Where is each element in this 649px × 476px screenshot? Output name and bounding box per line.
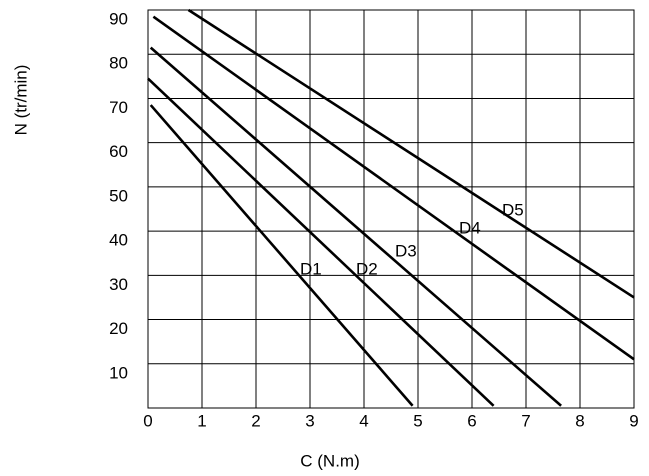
x-tick-label: 6	[467, 411, 476, 430]
x-tick-label: 5	[413, 411, 422, 430]
series-line	[149, 104, 414, 407]
series-line	[187, 8, 635, 299]
y-tick-label: 10	[109, 363, 128, 382]
x-tick-label: 4	[359, 411, 368, 430]
series-label: D2	[356, 259, 378, 278]
y-tick-label: 40	[109, 231, 128, 250]
y-tick-label: 90	[109, 9, 128, 28]
y-tick-label: 30	[109, 275, 128, 294]
series-label: D5	[502, 200, 524, 219]
x-tick-label: 8	[575, 411, 584, 430]
series-label: D1	[300, 259, 322, 278]
x-tick-label: 3	[305, 411, 314, 430]
series-line	[149, 46, 562, 407]
y-tick-label: 70	[109, 98, 128, 117]
y-tick-label: 20	[109, 319, 128, 338]
series-label: D4	[459, 218, 481, 237]
x-axis-label: C (N.m)	[300, 451, 359, 470]
plot-frame	[147, 9, 635, 409]
y-tick-label: 60	[109, 142, 128, 161]
y-tick-label: 50	[109, 186, 128, 205]
x-tick-label: 7	[521, 411, 530, 430]
y-axis-label: N (tr/min)	[11, 65, 30, 136]
series-label: D3	[395, 241, 417, 260]
series-line	[147, 77, 495, 407]
x-tick-label: 2	[251, 411, 260, 430]
x-tick-label: 0	[143, 411, 152, 430]
x-tick-label: 9	[629, 411, 638, 430]
x-tick-label: 1	[197, 411, 206, 430]
series-line	[152, 15, 635, 361]
y-tick-label: 80	[109, 54, 128, 73]
